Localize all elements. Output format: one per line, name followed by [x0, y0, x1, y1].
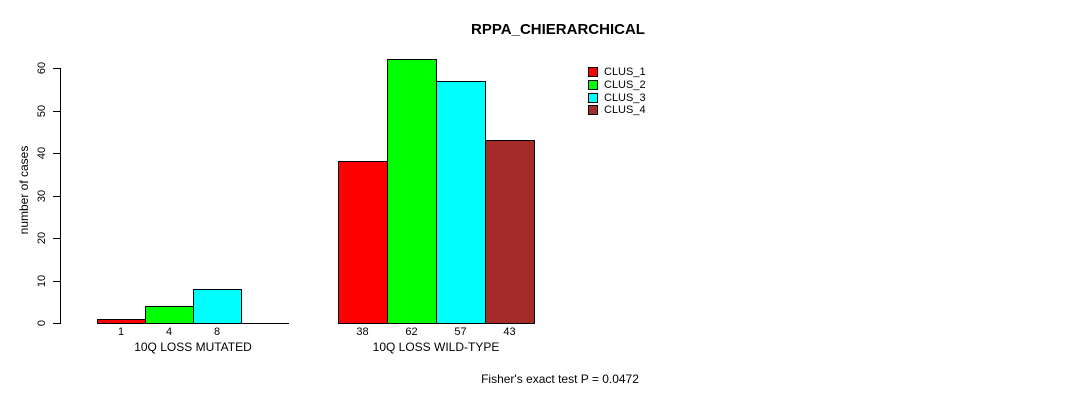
y-axis-tick [53, 111, 60, 112]
bar-clus_3-group1 [193, 289, 242, 324]
legend-item: CLUS_1 [588, 66, 646, 79]
y-axis-line [60, 68, 61, 324]
x-group-label: 10Q LOSS WILD-TYPE [372, 340, 500, 354]
legend-label: CLUS_3 [604, 91, 646, 104]
bar-value-label: 1 [117, 326, 125, 338]
legend-item: CLUS_2 [588, 79, 646, 92]
legend-item: CLUS_3 [588, 91, 646, 104]
bar-value-label: 38 [356, 326, 369, 338]
bar-value-label: 62 [405, 326, 418, 338]
y-tick-label: 0 [36, 319, 48, 327]
legend-label: CLUS_4 [604, 104, 646, 117]
bar-clus_1-group1 [97, 319, 146, 324]
y-tick-label: 20 [36, 231, 48, 245]
x-group-label: 10Q LOSS MUTATED [134, 340, 252, 354]
legend-swatch-clus_2 [588, 80, 598, 91]
bar-clus_1-group2 [338, 161, 388, 324]
chart-title: RPPA_CHIERARCHICAL [471, 21, 645, 38]
bar-clus_2-group1 [145, 306, 194, 324]
legend: CLUS_1 CLUS_2 CLUS_3 CLUS_4 [588, 66, 646, 117]
bar-clus_3-group2 [436, 81, 486, 324]
legend-swatch-clus_4 [588, 105, 598, 116]
legend-label: CLUS_2 [604, 79, 646, 92]
stat-annotation: Fisher's exact test P = 0.0472 [481, 372, 639, 386]
legend-label: CLUS_1 [604, 66, 646, 79]
y-axis-tick [53, 196, 60, 197]
y-axis-tick [53, 323, 60, 324]
y-axis-tick [53, 153, 60, 154]
y-axis-tick [53, 281, 60, 282]
y-tick-label: 40 [36, 146, 48, 160]
y-axis-tick [53, 238, 60, 239]
bar-clus_4-group2 [485, 140, 535, 324]
bar-value-label: 57 [454, 326, 467, 338]
y-tick-label: 60 [36, 61, 48, 75]
y-axis-tick [53, 68, 60, 69]
y-tick-label: 30 [36, 189, 48, 203]
bar-value-label: 4 [165, 326, 173, 338]
y-tick-label: 10 [36, 274, 48, 288]
legend-swatch-clus_3 [588, 92, 598, 103]
bar-clus_2-group2 [387, 59, 437, 324]
legend-swatch-clus_1 [588, 67, 598, 78]
y-tick-label: 50 [36, 104, 48, 118]
bar-value-label: 8 [213, 326, 221, 338]
bar-value-label: 43 [503, 326, 516, 338]
legend-item: CLUS_4 [588, 104, 646, 117]
